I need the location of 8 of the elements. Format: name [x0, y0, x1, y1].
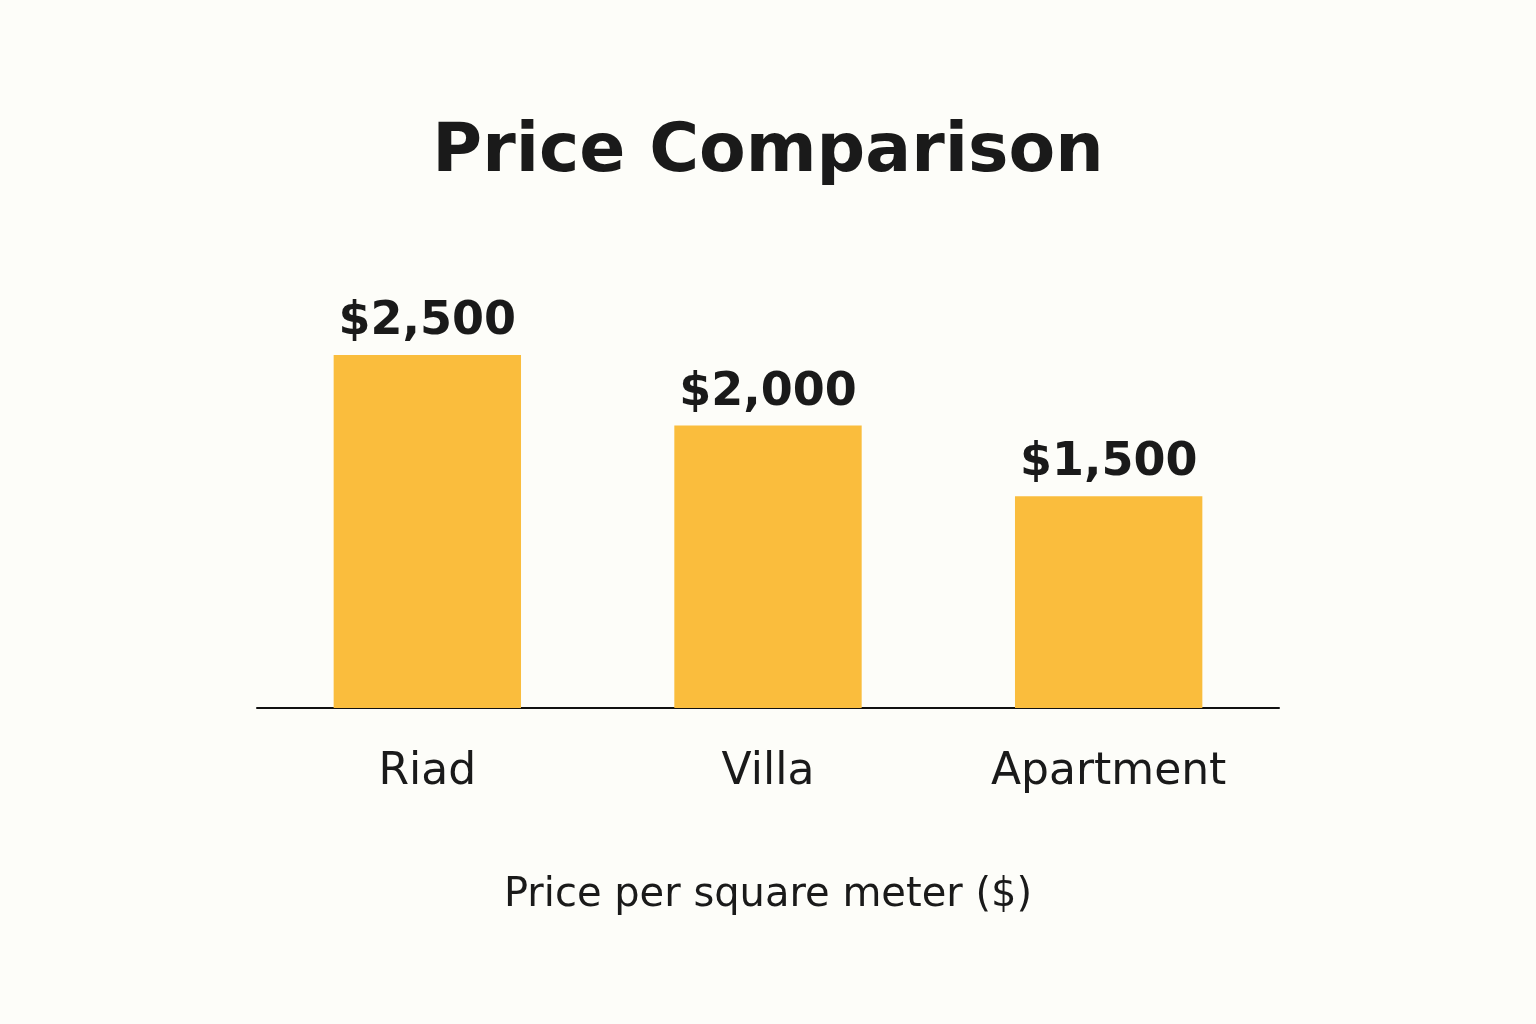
x-tick-label: Villa: [721, 742, 815, 794]
chart-title: Price Comparison: [432, 107, 1104, 187]
data-label: $1,500: [1019, 432, 1198, 487]
x-tick-label: Apartment: [990, 742, 1227, 794]
data-label: $2,000: [679, 361, 857, 416]
x-tick-label: Riad: [378, 742, 477, 794]
x-axis-title: Price per square meter ($): [503, 869, 1033, 915]
data-label: $2,500: [338, 291, 517, 345]
